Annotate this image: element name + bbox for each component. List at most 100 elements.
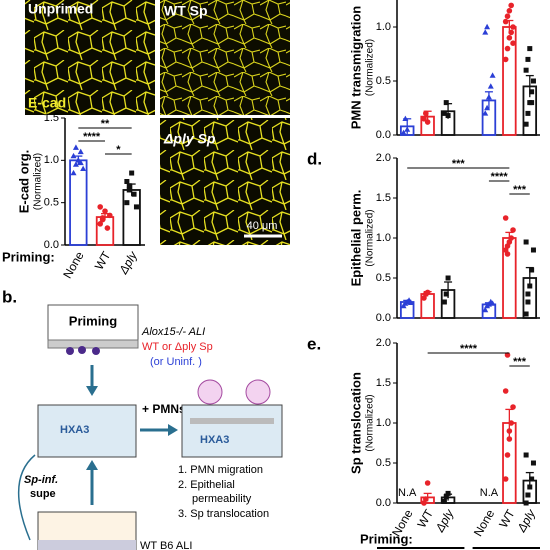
data-point <box>484 104 491 111</box>
y-axis-sublabel: (Normalized) <box>365 209 376 266</box>
data-point <box>80 165 87 171</box>
significance-label: **** <box>460 343 478 355</box>
y-tick-label: 0.5 <box>376 75 391 87</box>
y-tick-label: 1.0 <box>376 21 391 33</box>
data-point <box>482 29 489 35</box>
data-point <box>424 289 431 296</box>
data-point <box>523 67 529 73</box>
data-point <box>72 161 79 167</box>
data-point <box>124 179 130 184</box>
priming-label: Priming: <box>360 531 413 546</box>
data-point <box>502 388 509 394</box>
data-point <box>504 251 511 257</box>
priming-label: Priming: <box>2 249 55 264</box>
x-tick-label: Δply <box>432 506 457 535</box>
y-tick-label: 0.5 <box>44 197 59 209</box>
data-point <box>124 200 130 206</box>
label: WT B6 ALI <box>140 540 192 550</box>
data-point <box>506 8 513 14</box>
data-point <box>70 152 77 159</box>
data-point <box>504 452 511 458</box>
label: WT or Δply Sp <box>142 341 213 353</box>
data-point <box>530 247 536 253</box>
membrane <box>38 540 136 550</box>
significance-label: **** <box>83 131 101 143</box>
y-tick-label: 0.0 <box>376 312 391 324</box>
data-point <box>445 275 451 281</box>
significance-label: * <box>116 144 121 156</box>
data-point <box>502 18 509 25</box>
data-point <box>530 78 536 84</box>
data-point <box>445 113 451 119</box>
data-point <box>407 299 414 305</box>
data-point <box>525 110 531 116</box>
scale-label: 40 μm <box>247 220 278 232</box>
y-tick-label: 2.0 <box>376 152 391 164</box>
label: HXA3 <box>60 424 89 436</box>
y-axis-sublabel: (Normalized) <box>33 153 44 210</box>
data-point <box>523 500 529 506</box>
data-point <box>441 299 447 305</box>
value-label: N.A <box>480 487 499 499</box>
image-label: E-cad <box>28 95 66 111</box>
micrograph <box>160 0 290 115</box>
x-tick-label: Δply <box>514 506 539 535</box>
label: HXA3 <box>200 434 229 446</box>
well <box>181 404 283 458</box>
data-point <box>508 420 514 426</box>
arrow <box>18 454 36 541</box>
data-point <box>484 23 491 30</box>
membrane <box>47 339 139 349</box>
data-point <box>129 170 135 176</box>
arrow <box>86 386 98 396</box>
y-tick-label: 0.5 <box>376 457 391 469</box>
data-point <box>529 100 535 106</box>
data-point <box>525 492 531 498</box>
data-point <box>445 490 451 496</box>
data-point <box>504 352 511 358</box>
data-point <box>508 29 514 36</box>
pmn <box>197 379 223 405</box>
data-point <box>487 83 494 89</box>
data-point <box>107 212 113 219</box>
data-point <box>523 121 529 127</box>
image-label: WT Sp <box>164 3 208 19</box>
data-point <box>510 24 516 30</box>
label: 1. PMN migration <box>178 464 263 476</box>
data-point <box>133 204 139 210</box>
data-point <box>423 496 429 502</box>
data-point <box>506 428 513 434</box>
y-tick-label: 1.5 <box>376 192 391 204</box>
y-tick-label: 1.5 <box>376 377 391 389</box>
y-tick-label: 0.0 <box>376 129 391 141</box>
data-point <box>404 126 411 132</box>
data-point <box>529 267 535 273</box>
label: (or Uninf. ) <box>150 356 202 368</box>
bacteria <box>66 347 74 355</box>
data-point <box>530 460 536 466</box>
data-point <box>510 227 516 233</box>
pmn <box>245 379 271 405</box>
data-point <box>508 235 514 241</box>
y-tick-label: 2.0 <box>376 337 391 349</box>
y-tick-label: 0.0 <box>44 239 59 251</box>
data-point <box>400 129 407 136</box>
significance-label: *** <box>513 356 527 368</box>
label: Priming <box>69 313 117 328</box>
label: + PMNs <box>142 402 186 416</box>
y-axis-sublabel: (Normalized) <box>365 39 376 96</box>
data-point <box>485 94 492 100</box>
data-point <box>402 115 409 121</box>
significance-label: *** <box>452 158 466 170</box>
y-tick-label: 0.5 <box>376 272 391 284</box>
data-point <box>523 311 529 317</box>
y-tick-label: 1.0 <box>376 232 391 244</box>
label: permeability <box>192 493 252 505</box>
panel-label: e. <box>307 334 321 353</box>
well <box>47 304 139 344</box>
data-point <box>443 100 449 106</box>
value-label: N.A <box>398 487 417 499</box>
data-point <box>424 119 431 125</box>
data-point <box>504 45 511 52</box>
significance-label: **** <box>491 171 509 183</box>
